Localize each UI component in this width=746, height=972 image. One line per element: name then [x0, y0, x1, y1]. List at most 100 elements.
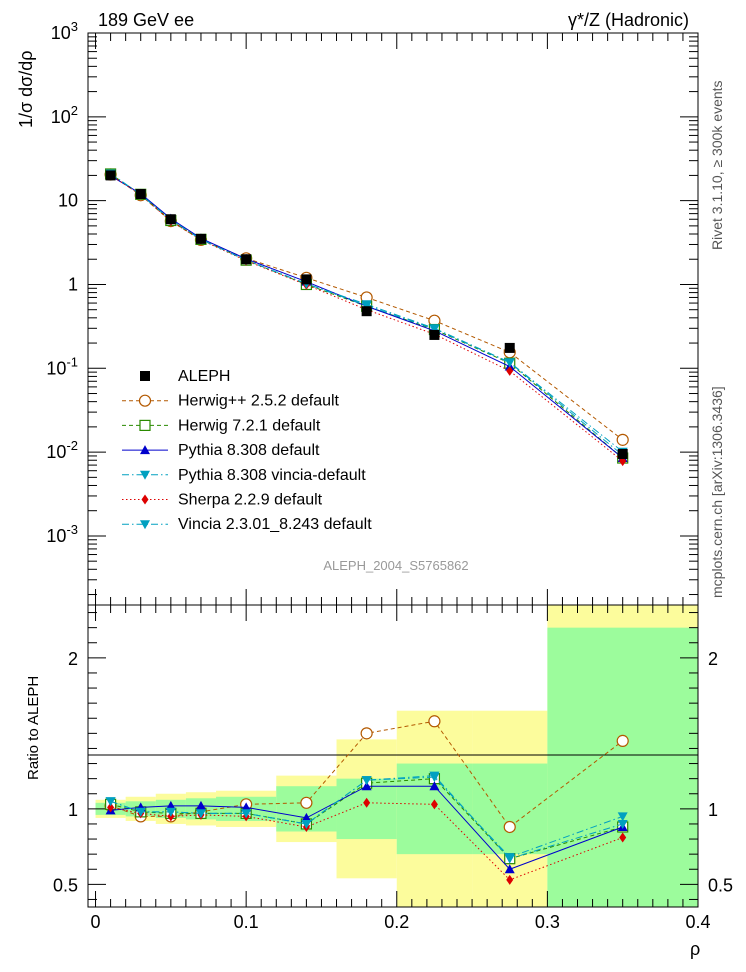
- x-tick-label: 0.2: [384, 912, 409, 932]
- ratio-point: [504, 864, 515, 874]
- ratio-point: [107, 802, 115, 813]
- main-point: [301, 274, 312, 285]
- ratio-y-tick-label-right: 2: [708, 649, 718, 669]
- ratio-band-inner: [547, 627, 698, 907]
- ratio-point: [430, 799, 438, 810]
- main-point: [361, 306, 372, 317]
- ratio-point: [429, 781, 440, 791]
- ratio-uncertainty-bands: [95, 605, 698, 907]
- main-series-line: [110, 175, 624, 459]
- main-point: [504, 358, 515, 368]
- right-title: γ*/Z (Hadronic): [568, 10, 689, 30]
- main-y-tick-label: 10-2: [46, 438, 78, 462]
- main-point: [241, 254, 252, 265]
- ratio-y-tick-label-right: 1: [708, 800, 718, 820]
- ratio-axis-ticks: [88, 605, 699, 907]
- ratio-y-tick-label-left: 0.5: [53, 875, 78, 895]
- x-axis-label: ρ: [690, 939, 700, 959]
- main-point: [361, 300, 372, 310]
- legend-label: Pythia 8.308 vincia-default: [178, 467, 366, 484]
- ratio-point: [241, 802, 252, 812]
- main-y-tick-label: 10-1: [46, 354, 78, 378]
- main-point: [506, 365, 514, 376]
- ratio-tick-labels: 0.5 0.5 1 1 2 2 0 0.1 0.2 0.3 0.4: [53, 649, 733, 932]
- ratio-series-line: [110, 720, 623, 828]
- ratio-point: [300, 796, 313, 809]
- x-tick-label: 0: [91, 912, 101, 932]
- ratio-series-group: [104, 715, 629, 885]
- main-series-0: [105, 170, 628, 459]
- ratio-point: [363, 797, 371, 808]
- legend-item-5: Sherpa 2.2.9 default: [122, 492, 323, 509]
- legend-label: Herwig 7.2.1 default: [178, 417, 321, 434]
- ratio-frame: [87, 604, 699, 908]
- ratio-point: [361, 781, 372, 791]
- main-point: [165, 214, 176, 225]
- legend-item-6: Vincia 2.3.01_8.243 default: [122, 516, 372, 533]
- main-series-group: [104, 168, 629, 467]
- main-point: [105, 170, 116, 181]
- ratio-panel: 0.5 0.5 1 1 2 2 0 0.1 0.2 0.3 0.4: [53, 604, 733, 932]
- main-point: [616, 433, 629, 446]
- legend-item-4: Pythia 8.308 vincia-default: [122, 467, 366, 484]
- main-y-axis-label: 1/σ dσ/dρ: [16, 51, 36, 129]
- ratio-point: [617, 819, 628, 829]
- legend-item-1: Herwig++ 2.5.2 default: [122, 393, 340, 410]
- ratio-point: [360, 727, 373, 740]
- ratio-point: [241, 809, 252, 819]
- legend-marker: [140, 520, 150, 530]
- ratio-point: [135, 807, 146, 817]
- x-tick-label: 0.3: [535, 912, 560, 932]
- main-axis-ticks: [88, 32, 699, 605]
- ratio-point: [619, 832, 627, 843]
- legend-label: Herwig++ 2.5.2 default: [178, 393, 340, 410]
- ratio-y-tick-label-left: 2: [68, 649, 78, 669]
- ratio-series-line: [110, 785, 623, 870]
- main-point: [617, 448, 628, 459]
- main-y-tick-label: 1: [68, 274, 78, 294]
- ratio-point: [429, 773, 440, 783]
- x-tick-label: 0.4: [685, 912, 710, 932]
- main-series-line: [110, 173, 624, 453]
- legend-item-3: Pythia 8.308 default: [122, 442, 320, 459]
- main-y-tick-label: 102: [51, 103, 78, 127]
- ratio-point: [617, 812, 628, 822]
- ratio-band-inner: [472, 763, 548, 855]
- ratio-series-line: [110, 778, 623, 860]
- main-point: [195, 233, 206, 244]
- x-tick-label: 0.1: [234, 912, 259, 932]
- main-point: [429, 329, 440, 340]
- ratio-point: [165, 807, 176, 817]
- legend: ALEPH Herwig++ 2.5.2 default Herwig 7.2.1 …: [122, 368, 372, 533]
- legend-label: Sherpa 2.2.9 default: [178, 492, 323, 509]
- main-point: [504, 342, 515, 353]
- main-point: [135, 189, 146, 200]
- main-y-tick-label: 10-3: [46, 522, 78, 546]
- analysis-watermark: ALEPH_2004_S5765862: [323, 558, 468, 573]
- ratio-series-5: [105, 773, 628, 863]
- legend-marker: [141, 494, 149, 505]
- ratio-point: [105, 797, 116, 807]
- legend-item-2: Herwig 7.2.1 default: [122, 417, 321, 434]
- legend-label: Vincia 2.3.01_8.243 default: [178, 516, 372, 533]
- legend-marker: [138, 394, 152, 407]
- legend-marker: [140, 470, 150, 480]
- ratio-point: [301, 819, 312, 829]
- legend-label: ALEPH: [178, 368, 230, 385]
- legend-marker: [140, 445, 150, 455]
- main-series-line: [110, 173, 624, 459]
- left-title: 189 GeV ee: [98, 10, 194, 30]
- ratio-y-tick-label-left: 1: [68, 800, 78, 820]
- ratio-point: [195, 800, 206, 810]
- ratio-point: [165, 800, 176, 810]
- ratio-y-tick-label-right: 0.5: [708, 875, 733, 895]
- ratio-point: [195, 809, 206, 819]
- legend-marker: [140, 371, 150, 381]
- ratio-point: [428, 715, 441, 728]
- ratio-series-2: [105, 781, 628, 874]
- main-y-tick-label: 10: [58, 191, 78, 211]
- ratio-point: [504, 853, 515, 863]
